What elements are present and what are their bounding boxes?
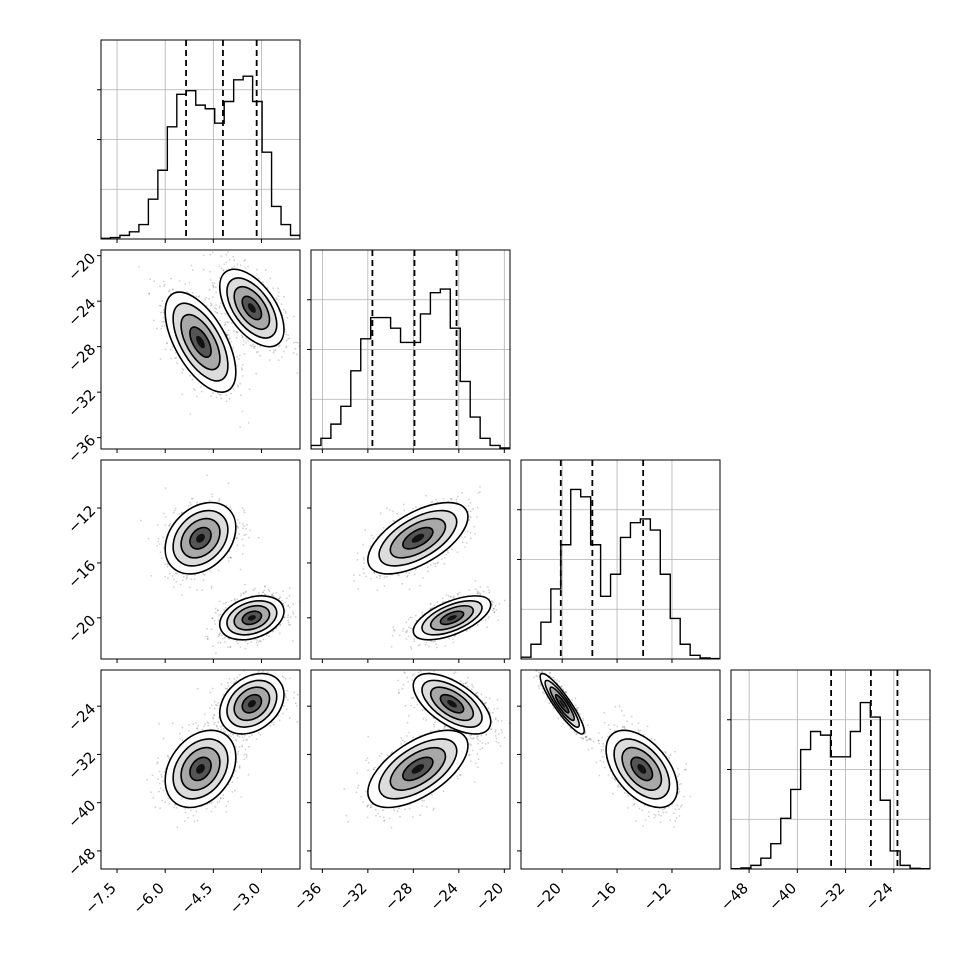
- panel-2-0: −12 −16 −20: [64, 459, 301, 663]
- x-tick-label: −32: [813, 879, 848, 914]
- panel-frame: [100, 669, 301, 870]
- y-tick-label: −40: [64, 796, 99, 831]
- y-tick-label: −24: [64, 700, 99, 735]
- histogram-1: [311, 288, 510, 449]
- y-tick-label: −32: [64, 386, 99, 421]
- x-tick-label: −12: [640, 879, 675, 914]
- panel-frame: [310, 669, 511, 870]
- panel-frame: [100, 459, 301, 660]
- contour-1-0-0-4: [196, 335, 205, 349]
- contour-3-2-1-4: [559, 700, 565, 708]
- x-tick-label: −32: [336, 879, 371, 914]
- panel-frame: [730, 669, 931, 870]
- x-tick-label: −24: [862, 879, 897, 914]
- y-tick-label: −12: [64, 502, 99, 537]
- contour-3-0-1-4: [247, 700, 256, 708]
- contour-3-0-0-4: [196, 764, 205, 774]
- x-tick-label: −16: [585, 879, 620, 914]
- x-tick-label: −20: [530, 879, 565, 914]
- x-tick-label: −48: [717, 879, 752, 914]
- panel-1-1: [307, 249, 511, 453]
- contour-2-0-1-4: [247, 615, 256, 621]
- y-tick-label: −24: [64, 295, 99, 330]
- panel-frame: [520, 669, 721, 870]
- y-tick-label: −28: [64, 340, 99, 375]
- x-tick-label: −7.5: [81, 879, 119, 917]
- histogram-0: [101, 75, 300, 239]
- histogram-2: [521, 488, 720, 659]
- y-tick-label: −48: [64, 845, 99, 880]
- panel-3-3: −48 −40 −32 −24: [717, 669, 931, 914]
- x-tick-label: −28: [381, 879, 416, 914]
- y-tick-label: −20: [64, 611, 99, 646]
- x-tick-label: −40: [765, 879, 800, 914]
- contour-2-0-0-4: [196, 533, 205, 543]
- panel-frame: [520, 459, 721, 660]
- contour-3-1-1-4: [447, 700, 457, 708]
- panel-3-1: −36 −32 −28 −24 −20: [290, 669, 511, 914]
- panel-frame: [310, 459, 511, 660]
- contour-2-1-0-4: [411, 533, 425, 543]
- contour-2-1-1-4: [447, 615, 457, 621]
- x-tick-label: −24: [427, 879, 462, 914]
- panel-0-0: [97, 39, 301, 243]
- y-tick-label: −20: [64, 249, 99, 284]
- panel-frame: [310, 249, 511, 450]
- panel-2-2: [517, 459, 721, 663]
- panel-2-1: [307, 459, 511, 663]
- contour-1-0-1-4: [247, 303, 256, 313]
- panel-3-0: −7.5 −6.0 −4.5 −3.0 −24 −32 −40 −48: [64, 669, 301, 918]
- panel-3-2: −20 −16 −12: [517, 669, 721, 914]
- y-tick-label: −16: [64, 557, 99, 592]
- x-tick-label: −6.0: [130, 879, 168, 917]
- y-tick-label: −32: [64, 748, 99, 783]
- x-tick-label: −20: [472, 879, 507, 914]
- x-tick-label: −36: [290, 879, 325, 914]
- x-tick-label: −3.0: [226, 879, 264, 917]
- y-tick-label: −36: [64, 431, 99, 466]
- panel-frame: [100, 39, 301, 240]
- contour-3-1-0-4: [411, 764, 425, 774]
- x-tick-label: −4.5: [178, 879, 216, 917]
- panel-1-0: −20 −24 −28 −32 −36: [64, 249, 301, 466]
- panel-frame: [100, 249, 301, 450]
